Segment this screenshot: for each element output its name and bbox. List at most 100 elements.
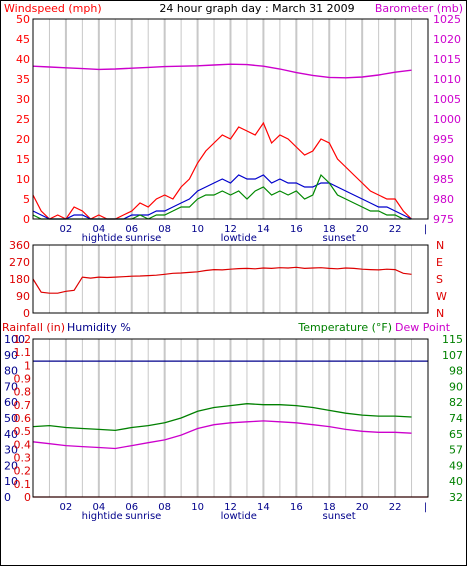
- barometer-tick-label: 985: [433, 173, 454, 186]
- rainfall-tick-label: 0.6: [14, 412, 32, 425]
- temperature-tick-label: 107: [442, 349, 463, 362]
- wind-x-tick: 12: [224, 224, 237, 235]
- series-dew-point-line: [32, 420, 412, 450]
- series-gust-line: [32, 174, 412, 220]
- direction-tick-label: 180: [9, 273, 30, 286]
- rainfall-tick-label: 0.2: [14, 465, 32, 478]
- direction-tick-label: 360: [9, 239, 30, 252]
- temp-x-tick: 12: [224, 502, 237, 513]
- direction-plot-area: [32, 244, 429, 314]
- humidity-axis-title: Humidity %: [67, 321, 131, 334]
- humidity-tick-label: 100: [4, 333, 25, 346]
- rainfall-tick-label: 0.9: [14, 373, 32, 386]
- rainfall-tick-label: 0: [24, 491, 31, 504]
- temperature-tick-label: 32: [449, 491, 463, 504]
- temp-plot-area: [32, 338, 429, 498]
- temperature-tick-label: 90: [449, 380, 463, 393]
- compass-tick-label: E: [436, 256, 443, 269]
- windspeed-tick-label: 45: [16, 33, 30, 46]
- wind-plot-area: [32, 18, 429, 220]
- windspeed-tick-label: 30: [16, 93, 30, 106]
- barometer-tick-label: 975: [433, 213, 454, 226]
- rainfall-tick-label: 0.3: [14, 452, 32, 465]
- humidity-tick-label: 40: [4, 428, 18, 441]
- dewpoint-axis-title: Dew Point: [395, 321, 451, 334]
- temp-event-label: lowtide: [221, 511, 257, 522]
- temperature-tick-label: 65: [449, 428, 463, 441]
- series-temperature-line: [32, 403, 412, 432]
- rainfall-tick-label: 0.4: [14, 438, 32, 451]
- wind-x-tick: 16: [290, 224, 303, 235]
- temperature-axis-title: Temperature (°F): [297, 321, 392, 334]
- temperature-tick-label: 115: [442, 333, 463, 346]
- temp-x-tick: 02: [60, 502, 73, 513]
- temp-x-tick: 14: [257, 502, 270, 513]
- temp-x-tick: 22: [389, 502, 402, 513]
- barometer-tick-label: 1020: [433, 33, 461, 46]
- barometer-tick-label: 1000: [433, 113, 461, 126]
- rainfall-tick-label: 0.7: [14, 399, 32, 412]
- temperature-tick-label: 82: [449, 396, 463, 409]
- wind-x-tick: 18: [323, 224, 336, 235]
- rainfall-tick-label: 0.8: [14, 386, 32, 399]
- barometer-axis-title: Barometer (mb): [375, 2, 463, 15]
- temp-x-tick: 16: [290, 502, 303, 513]
- barometer-tick-label: 990: [433, 153, 454, 166]
- wind-event-label: hightide: [82, 233, 123, 244]
- windspeed-tick-label: 0: [23, 213, 30, 226]
- series-windspeed-line: [32, 121, 412, 220]
- temp-event-label: sunrise: [125, 511, 161, 522]
- humidity-tick-label: 10: [4, 475, 18, 488]
- windspeed-tick-label: 35: [16, 73, 30, 86]
- barometer-tick-label: 1015: [433, 53, 461, 66]
- chart-title: 24 hour graph day : March 31 2009: [159, 2, 354, 15]
- rainfall-tick-label: 1.2: [14, 333, 32, 346]
- rainfall-axis-title: Rainfall (in): [2, 321, 65, 334]
- rainfall-tick-label: 1.1: [14, 346, 32, 359]
- windspeed-tick-label: 15: [16, 153, 30, 166]
- wind-event-label: sunset: [323, 233, 356, 244]
- compass-tick-label: S: [436, 273, 443, 286]
- humidity-tick-label: 80: [4, 365, 18, 378]
- barometer-tick-label: 980: [433, 193, 454, 206]
- wind-x-tick: 10: [191, 224, 204, 235]
- temp-x-tick: 20: [356, 502, 369, 513]
- temperature-tick-label: 57: [449, 444, 463, 457]
- barometer-tick-label: 995: [433, 133, 454, 146]
- rainfall-tick-label: 0.1: [14, 478, 32, 491]
- compass-tick-label: N: [436, 307, 444, 320]
- humidity-tick-label: 90: [4, 349, 18, 362]
- humidity-tick-label: 20: [4, 459, 18, 472]
- humidity-tick-label: 50: [4, 412, 18, 425]
- wind-x-tick: 20: [356, 224, 369, 235]
- rainfall-tick-label: 1: [24, 359, 31, 372]
- direction-tick-label: 270: [9, 256, 30, 269]
- barometer-tick-label: 1025: [433, 13, 461, 26]
- wind-x-tick: 04: [92, 224, 105, 235]
- series-barometer-line: [32, 63, 412, 79]
- direction-tick-label: 0: [23, 307, 30, 320]
- compass-tick-label: N: [436, 239, 444, 252]
- humidity-tick-label: 30: [4, 444, 18, 457]
- wind-x-tick: 08: [158, 224, 171, 235]
- humidity-tick-label: 60: [4, 396, 18, 409]
- temp-x-tick: 08: [158, 502, 171, 513]
- temp-x-tick: |: [424, 502, 427, 513]
- wind-event-label: sunrise: [125, 233, 161, 244]
- temperature-tick-label: 49: [449, 459, 463, 472]
- windspeed-tick-label: 50: [16, 13, 30, 26]
- wind-event-label: lowtide: [221, 233, 257, 244]
- windspeed-tick-label: 40: [16, 53, 30, 66]
- wind-x-tick: 06: [125, 224, 138, 235]
- humidity-tick-label: 0: [4, 491, 11, 504]
- temp-x-tick: 10: [191, 502, 204, 513]
- direction-tick-label: 90: [16, 290, 30, 303]
- barometer-tick-label: 1010: [433, 73, 461, 86]
- temperature-tick-label: 40: [449, 475, 463, 488]
- temp-event-label: sunset: [323, 511, 356, 522]
- barometer-tick-label: 1005: [433, 93, 461, 106]
- wind-x-tick: 02: [60, 224, 73, 235]
- temp-x-tick: 18: [323, 502, 336, 513]
